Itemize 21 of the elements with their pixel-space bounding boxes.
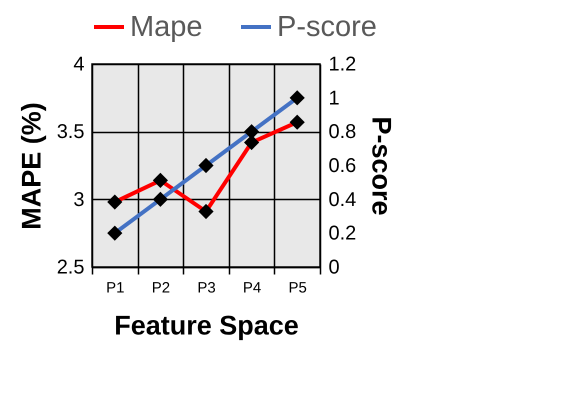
x-tick-label: P5: [288, 280, 307, 296]
x-axis-title: Feature Space: [114, 310, 299, 340]
y2-tick-label: 1.2: [328, 54, 356, 76]
x-tick-label: P3: [197, 280, 216, 296]
x-tick-label: P4: [242, 280, 262, 296]
y-tick-label: 3: [73, 188, 84, 211]
y2-tick-label: 1: [328, 87, 340, 110]
x-tick-label: P2: [152, 280, 170, 296]
y-tick-label: 4: [73, 54, 84, 76]
y-tick-label: 2.5: [56, 256, 84, 278]
y2-tick-label: 0.2: [328, 222, 356, 245]
y2-tick-label: 0.4: [328, 188, 356, 211]
y2-tick-label: 0: [328, 256, 340, 278]
legend-label: Mape: [130, 11, 203, 43]
y2-tick-label: 0.6: [328, 155, 356, 177]
y2-axis-title: P-score: [366, 116, 396, 216]
x-tick-label: P1: [106, 280, 124, 296]
y-axis-title: MAPE (%): [16, 102, 47, 230]
y-tick-label: 3.5: [56, 121, 84, 144]
y2-tick-label: 0.8: [328, 121, 356, 144]
legend-label: P-score: [277, 11, 377, 43]
